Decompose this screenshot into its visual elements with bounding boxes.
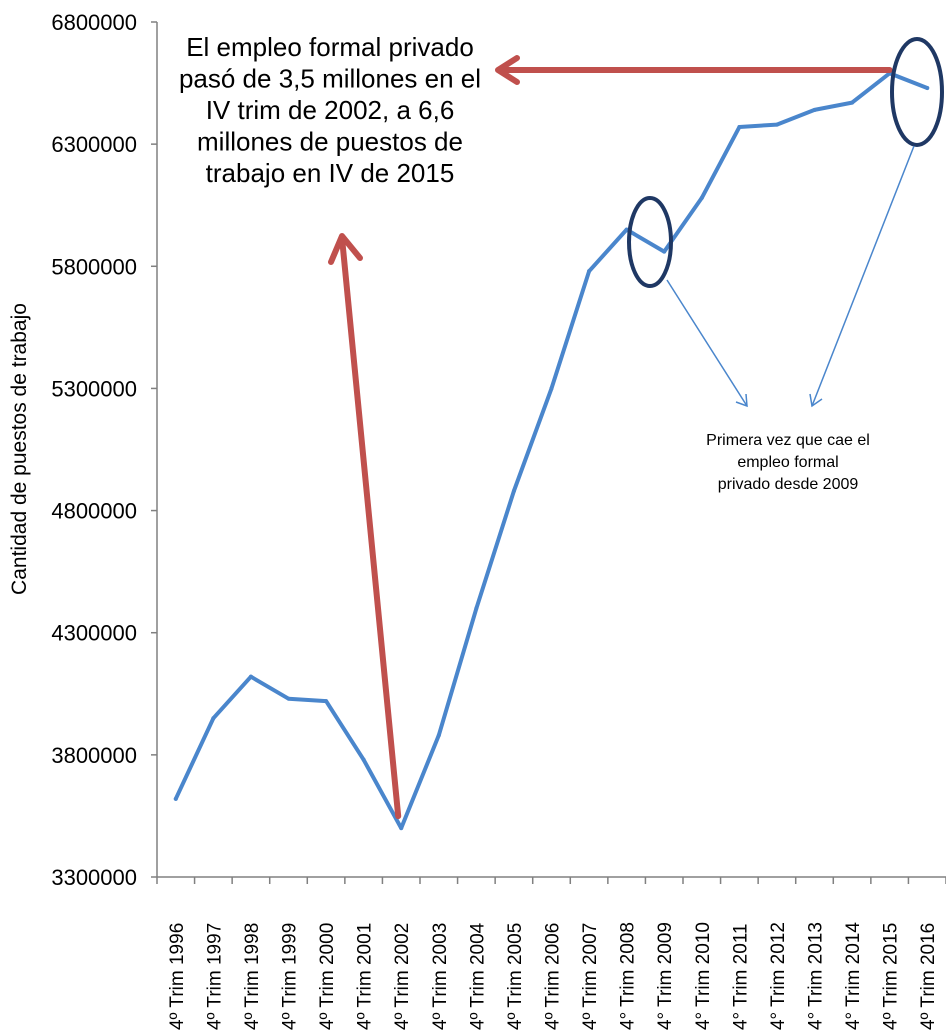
y-tick-label: 5800000 [51, 254, 137, 279]
thin-arrow-2016 [811, 145, 915, 407]
annotation-main-line: IV trim de 2002, a 6,6 [206, 95, 455, 125]
x-tick-label: 4º Trim 1998 [242, 923, 263, 1030]
x-tick-label: 4° Trim 2014 [843, 922, 864, 1030]
data-point [925, 85, 930, 90]
data-point [436, 733, 441, 738]
annotation-secondary-line: empleo formal [737, 454, 838, 471]
y-tick-label: 3300000 [51, 865, 137, 890]
data-point [324, 699, 329, 704]
data-point [774, 122, 779, 127]
x-tick-label: 4° Trim 2011 [730, 923, 751, 1030]
x-tick-label: 4º Trim 1996 [167, 923, 188, 1030]
x-tick-label: 4° Trim 2012 [768, 922, 789, 1030]
x-tick-label: 4° Trim 2009 [655, 922, 676, 1030]
y-tick-label: 3800000 [51, 743, 137, 768]
x-tick-label: 4º Trim 2000 [317, 923, 338, 1030]
data-point [850, 100, 855, 105]
annotation-main-line: El empleo formal privado [186, 32, 474, 62]
x-tick-label: 4º Trim 2002 [392, 923, 413, 1030]
red-arrow-up-head [328, 233, 363, 265]
y-tick-label: 4300000 [51, 621, 137, 646]
data-point [286, 696, 291, 701]
data-point [662, 249, 667, 254]
data-point [474, 606, 479, 611]
data-point [511, 489, 516, 494]
red-arrow-up [339, 235, 402, 820]
annotation-secondary-line: Primera vez que cae el [706, 432, 870, 449]
axes: 3300000 3800000 4300000 4800000 5300000 58000… [8, 10, 946, 1030]
x-tick-label: 4° Trim 2010 [693, 922, 714, 1030]
data-point [173, 796, 178, 801]
x-tick-label: 4º Trim 2005 [505, 923, 526, 1030]
x-tick-label: 4° Trim 2013 [806, 922, 827, 1030]
x-tick-label: 4º Trim 2001 [355, 923, 376, 1030]
x-tick-label: 4º Trim 1997 [204, 923, 225, 1030]
data-point [699, 195, 704, 200]
x-tick-label: 4º Trim 2003 [430, 923, 451, 1030]
x-tick-label: 4º Trim 1999 [280, 923, 301, 1030]
y-tick-label: 6800000 [51, 10, 137, 35]
data-point [549, 386, 554, 391]
x-tick-label: 4º Trim 2006 [543, 923, 564, 1030]
thin-arrow-2009 [666, 279, 748, 407]
data-point [399, 826, 404, 831]
x-tick-label: 4º Trim 2016 [918, 923, 939, 1030]
highlight-ellipse-2009 [627, 196, 673, 288]
data-point [211, 716, 216, 721]
data-point [812, 107, 817, 112]
annotation-main-line: pasó de 3,5 millones en el [179, 64, 481, 94]
data-point [361, 757, 366, 762]
data-point [587, 269, 592, 274]
x-tick-label: 4° Trim 2008 [618, 922, 639, 1030]
series-layer [173, 71, 930, 831]
thin-arrow-2009-head [735, 393, 748, 408]
annotation-secondary-line: privado desde 2009 [718, 476, 859, 493]
x-tick-label: 4º Trim 2004 [467, 922, 488, 1030]
x-tick-label: 4º Trim 2007 [580, 923, 601, 1030]
y-tick-label: 5300000 [51, 376, 137, 401]
data-point [737, 125, 742, 130]
highlight-ellipse-2016 [890, 37, 944, 147]
annotation-main-line: trabajo en IV de 2015 [206, 158, 455, 188]
y-tick-label: 6300000 [51, 132, 137, 157]
y-tick-label: 4800000 [51, 499, 137, 524]
red-arrow-left-head [495, 55, 520, 85]
annotation-main-line: millones de puestos de [197, 127, 463, 157]
data-point [624, 227, 629, 232]
data-point [248, 674, 253, 679]
thin-arrow-2016-head [809, 393, 823, 408]
x-tick-label: 4º Trim 2015 [881, 923, 902, 1030]
y-axis-label: Cantidad de puestos de trabajo [8, 303, 31, 595]
